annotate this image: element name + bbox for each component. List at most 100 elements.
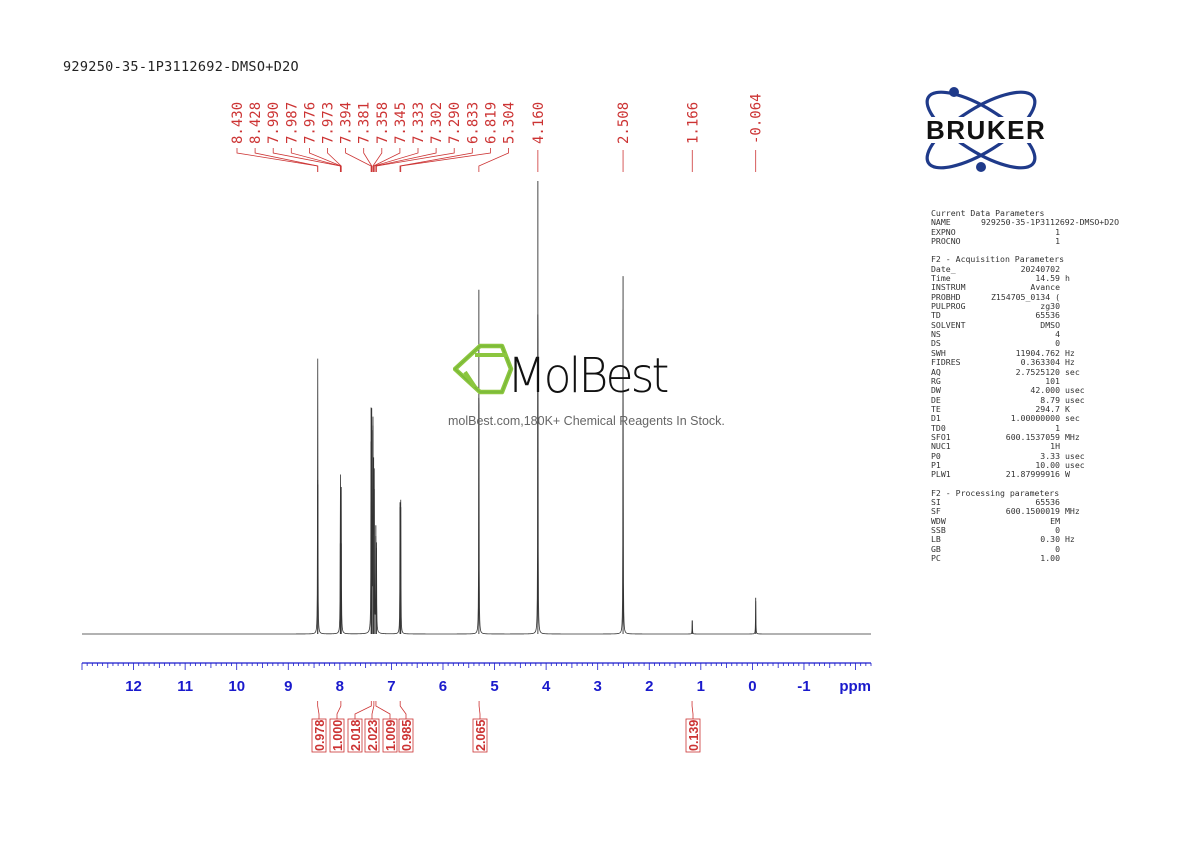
param-value: 294.7: [1035, 403, 1060, 414]
param-key: DW: [931, 385, 941, 396]
param-row: NAME 929250-35-1P3112692-DMSO+D2O: [931, 217, 1120, 228]
param-row: F2 - Acquisition Parameters: [931, 254, 1119, 265]
param-row: DW 42.000 usec: [931, 385, 1119, 396]
param-value: 1: [1055, 226, 1060, 237]
x-tick-label: 5: [490, 678, 498, 695]
param-value: 1H: [1050, 441, 1060, 452]
param-row: FIDRES 0.363304 Hz: [931, 357, 1119, 368]
acquisition-parameters: F2 - Acquisition Parameters Date_ 20240702…: [931, 254, 1119, 480]
peak-label-leader: [400, 148, 491, 172]
integral-leader: [354, 701, 372, 719]
param-key: D1: [931, 413, 941, 424]
param-key: DS: [931, 338, 941, 349]
peak-label: 6.819: [483, 102, 499, 144]
param-row: PROCNO 1: [931, 236, 1119, 247]
integral-box: [347, 718, 363, 753]
param-value: 2.7525120: [1015, 366, 1060, 377]
param-key: TD: [931, 310, 941, 321]
integral-value: 0.985: [400, 720, 414, 751]
x-axis-label: ppm: [839, 678, 871, 695]
param-row: WDW EM: [931, 515, 1119, 526]
peak-label: 6.833: [465, 102, 481, 144]
param-key: PROBHD: [931, 291, 961, 302]
param-row: SWH 11904.762 Hz: [931, 348, 1119, 358]
param-unit: usec: [1065, 394, 1085, 405]
param-row: SSB 0: [931, 525, 1119, 535]
param-key: P1: [931, 459, 941, 470]
peak-label-leader: [345, 148, 372, 172]
x-tick-label: 1: [697, 678, 705, 695]
param-value: 1.00000000: [1010, 413, 1060, 424]
param-value: 65536: [1035, 310, 1060, 321]
peak-label-leader: [327, 148, 342, 172]
param-value: 1.00: [1040, 553, 1060, 564]
peak-label-leader: [272, 148, 341, 172]
peak-label: 7.345: [393, 102, 409, 144]
param-row: Current Data Parameters: [931, 208, 1119, 218]
x-tick-label: -1: [797, 678, 810, 695]
integral-leader: [478, 701, 481, 719]
param-row: AQ 2.7525120 sec: [931, 366, 1119, 377]
peak-labels-group: 8.430 8.428 7.990 7.987 7.976 7.973 7.394 7.381…: [230, 93, 765, 172]
param-key: PROCNO: [931, 236, 961, 247]
param-key: F2 - Acquisition Parameters: [931, 254, 1065, 265]
param-value: 14.59: [1035, 273, 1060, 284]
peak-label: 7.976: [302, 102, 318, 144]
param-value: 600.1500019: [1005, 506, 1060, 517]
param-value: 3.33: [1040, 450, 1060, 461]
param-row: TD 65536: [931, 310, 1119, 321]
param-key: SSB: [931, 525, 946, 535]
param-row: SF 600.1500019 MHz: [931, 506, 1119, 517]
spectrum-trace: [82, 309, 871, 635]
peak-label-leader: [290, 148, 341, 172]
integral-leader: [336, 701, 342, 719]
param-row: P1 10.00 usec: [931, 459, 1119, 470]
param-value: 1: [1055, 236, 1060, 247]
param-value: 65536: [1035, 496, 1060, 507]
param-value: 0: [1055, 338, 1060, 349]
param-value: EM: [1050, 515, 1060, 526]
param-key: Current Data Parameters: [931, 208, 1045, 218]
integral-value: 2.023: [366, 720, 380, 751]
x-tick-label: 2: [645, 678, 653, 695]
integral-leader: [691, 701, 694, 719]
param-row: DE 8.79 usec: [931, 394, 1119, 405]
x-tick-label: 9: [284, 678, 292, 695]
param-row: INSTRUM Avance: [931, 283, 1119, 293]
bruker-orbit-1: [925, 90, 1037, 170]
peak-label: 7.987: [284, 102, 300, 144]
param-unit: W: [1065, 469, 1070, 480]
param-unit: K: [1065, 403, 1070, 414]
molbest-brand-text: MolBest: [507, 349, 668, 398]
param-row: SOLVENT DMSO: [931, 320, 1119, 330]
param-key: EXPNO: [931, 226, 956, 237]
param-row: NS 4: [931, 329, 1119, 339]
parameter-table: Current Data Parameters NAME 929250-35-1P3…: [931, 208, 1120, 572]
peak-label: 7.358: [375, 102, 391, 144]
peak-label: 8.428: [248, 102, 264, 144]
x-tick-label: 0: [748, 678, 756, 695]
param-unit: usec: [1065, 459, 1085, 470]
peak-label: 7.394: [339, 102, 355, 144]
param-value: 0.363304: [1020, 357, 1060, 368]
param-row: SI 65536: [931, 496, 1119, 507]
x-tick-label: 4: [542, 678, 551, 695]
param-key: F2 - Processing parameters: [931, 487, 1060, 498]
integral-value: 2.018: [349, 720, 363, 751]
param-unit: Hz: [1065, 357, 1075, 368]
peak-label-leader: [478, 148, 509, 172]
param-row: Time 14.59 h: [931, 273, 1119, 284]
integral-box: [311, 718, 327, 753]
param-key: PULPROG: [931, 301, 966, 312]
integral-box: [382, 718, 398, 753]
param-row: Date_ 20240702: [931, 263, 1119, 274]
param-value: 929250-35-1P3112692-DMSO+D2O: [981, 217, 1120, 228]
bruker-logo-text: BRUKER: [926, 115, 1046, 145]
param-unit: MHz: [1065, 506, 1080, 517]
x-tick-label: 10: [228, 678, 245, 695]
param-unit: usec: [1065, 450, 1085, 461]
peak-label: 8.430: [230, 102, 246, 144]
peak-label: -0.064: [749, 93, 765, 144]
param-key: Date_: [931, 263, 956, 274]
